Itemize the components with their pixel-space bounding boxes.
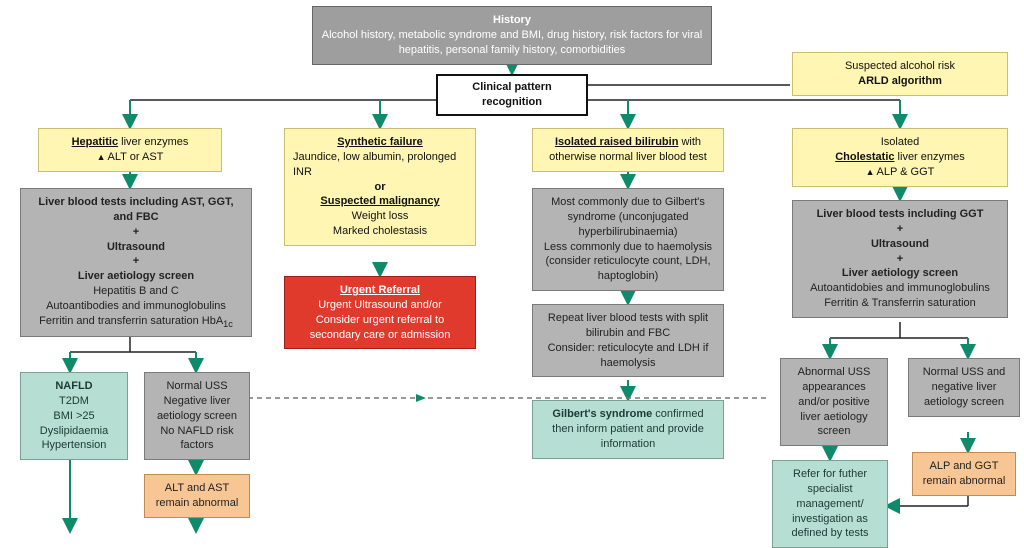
node-alt-remain: ALT and AST remain abnormal [144,474,250,518]
node-normal-uss-hep: Normal USS Negative liver aetiology scre… [144,372,250,460]
node-bili-repeat: Repeat liver blood tests with split bili… [532,304,724,377]
node-refer-further: Refer for futher specialist management/ … [772,460,888,548]
node-gilbert: Gilbert's syndrome confirmed then inform… [532,400,724,459]
cpr-title: Clinical pattern recognition [472,81,551,108]
node-cpr: Clinical pattern recognition [436,74,588,116]
node-nafld: NAFLD T2DM BMI >25 Dyslipidaemia Hyperte… [20,372,128,460]
node-cholestatic: Isolated Cholestatic liver enzymes ALP &… [792,128,1008,187]
node-history: History Alcohol history, metabolic syndr… [312,6,712,65]
node-urgent: Urgent Referral Urgent Ultrasound and/or… [284,276,476,349]
history-body: Alcohol history, metabolic syndrome and … [321,28,703,58]
node-normal-uss-chol: Normal USS and negative liver aetiology … [908,358,1020,417]
node-synthetic: Synthetic failure Jaundice, low albumin,… [284,128,476,246]
node-alp-remain: ALP and GGT remain abnormal [912,452,1016,496]
node-chol-tests: Liver blood tests including GGT + Ultras… [792,200,1008,318]
node-bili-common: Most commonly due to Gilbert's syndrome … [532,188,724,291]
history-title: History [321,13,703,28]
hepatitic-sub: ALT or AST [47,150,213,165]
node-hep-tests: Liver blood tests including AST, GGT, an… [20,188,252,337]
arld-line2: ARLD algorithm [801,74,999,89]
node-bilirubin: Isolated raised bilirubin with otherwise… [532,128,724,172]
node-abnormal-uss: Abnormal USS appearances and/or positive… [780,358,888,446]
arld-line1: Suspected alcohol risk [801,59,999,74]
node-arld: Suspected alcohol risk ARLD algorithm [792,52,1008,96]
node-hepatitic: Hepatitic liver enzymes ALT or AST [38,128,222,172]
